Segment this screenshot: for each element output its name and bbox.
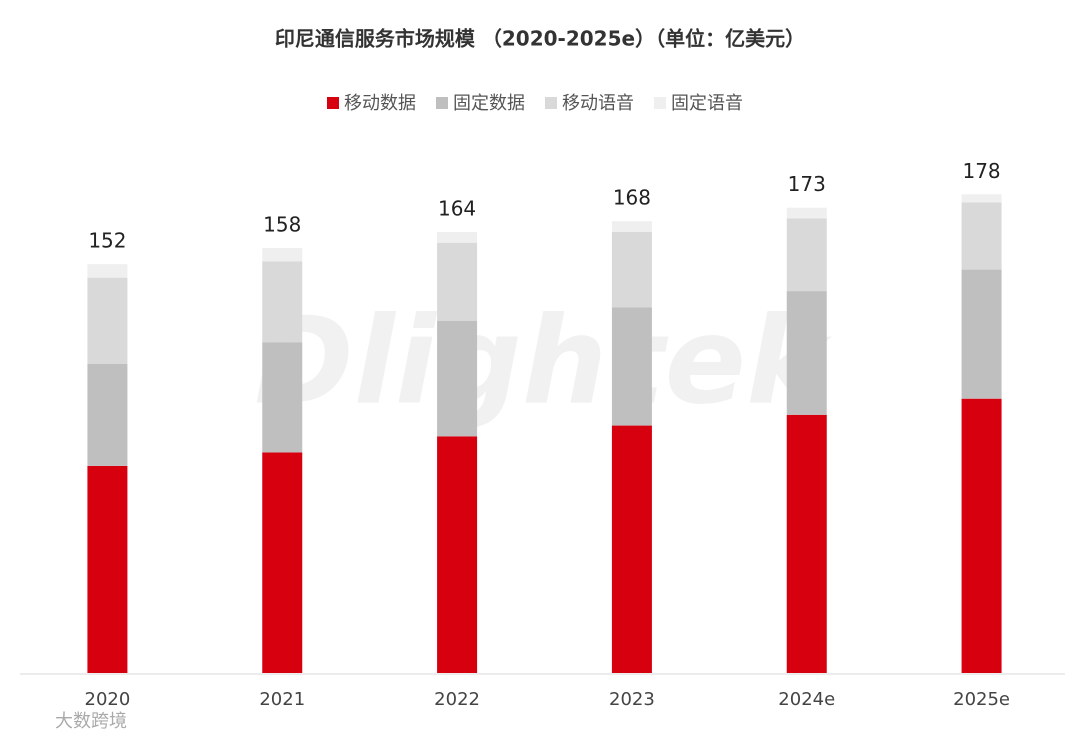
watermark: Dlightek xyxy=(254,293,832,432)
bar-segment xyxy=(786,414,827,673)
bar-segment xyxy=(437,231,478,243)
total-label: 158 xyxy=(263,213,301,237)
x-tick-label: 2020 xyxy=(85,689,131,710)
bar-segment xyxy=(437,242,478,321)
bar-segment xyxy=(437,320,478,437)
total-label: 168 xyxy=(613,186,651,210)
bar-segment xyxy=(961,194,1002,203)
x-tick-label: 2024e xyxy=(778,689,835,710)
bar-segment xyxy=(262,452,303,673)
bar-segment xyxy=(437,436,478,673)
legend-label: 移动数据 xyxy=(344,93,416,114)
bar-segment xyxy=(611,425,652,673)
chart-title: 印尼通信服务市场规模 （2020-2025e）（单位：亿美元） xyxy=(275,27,805,51)
bar-segment xyxy=(87,277,128,364)
bar-segment xyxy=(611,307,652,426)
bar-segment xyxy=(786,218,827,292)
x-tick-label: 2025e xyxy=(953,689,1010,710)
bar-segment xyxy=(87,264,128,278)
bar-segment xyxy=(611,231,652,308)
bar-segment xyxy=(262,342,303,453)
bar-segment xyxy=(786,291,827,415)
bar-segment xyxy=(961,269,1002,399)
x-tick-label: 2023 xyxy=(609,689,655,710)
legend-label: 移动语音 xyxy=(562,93,634,114)
x-tick-label: 2021 xyxy=(259,689,305,710)
legend-swatch xyxy=(654,97,666,109)
total-label: 152 xyxy=(88,229,126,253)
legend-swatch xyxy=(436,97,448,109)
total-label: 178 xyxy=(962,159,1000,183)
x-tick-label: 2022 xyxy=(434,689,480,710)
bar-segment xyxy=(262,261,303,343)
legend-swatch xyxy=(327,97,339,109)
source-mark: 大数跨境 xyxy=(55,711,127,732)
legend-label: 固定数据 xyxy=(453,93,525,114)
bar-segment xyxy=(961,398,1002,673)
bar-segment xyxy=(87,465,128,673)
total-label: 164 xyxy=(438,196,476,220)
bar-segment xyxy=(87,363,128,466)
total-label: 173 xyxy=(788,172,826,196)
bar-segment xyxy=(961,202,1002,270)
legend-swatch xyxy=(545,97,557,109)
bar-segment xyxy=(611,221,652,232)
bar-segment xyxy=(786,207,827,219)
bar-segment xyxy=(262,248,303,262)
legend-label: 固定语音 xyxy=(671,93,743,114)
